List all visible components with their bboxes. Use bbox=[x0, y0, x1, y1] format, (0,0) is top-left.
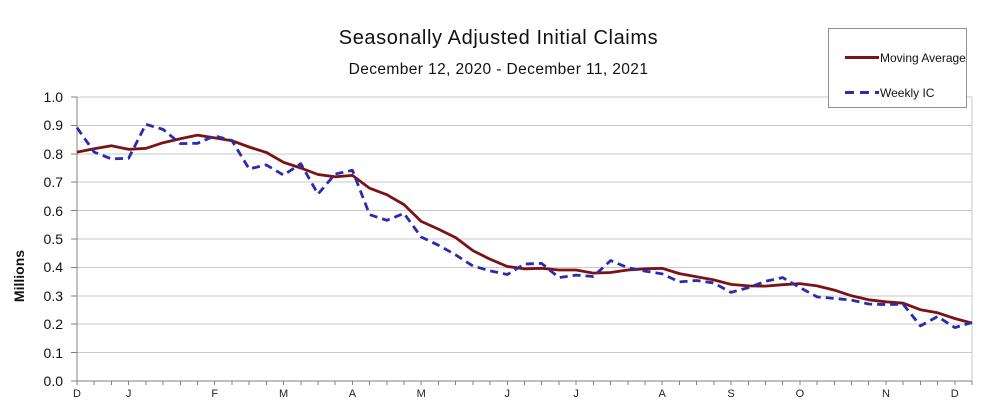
y-tick-label: 0.2 bbox=[43, 316, 63, 333]
x-tick-label: A bbox=[348, 388, 357, 400]
x-tick-label: J bbox=[125, 388, 132, 400]
x-tick-label: D bbox=[950, 388, 959, 400]
x-tick-label: A bbox=[658, 388, 666, 400]
x-tick-label: J bbox=[573, 388, 579, 400]
y-tick-label: 0.5 bbox=[43, 231, 63, 247]
chart-subtitle: December 12, 2020 - December 11, 2021 bbox=[348, 61, 649, 78]
y-tick-label: 0.1 bbox=[43, 344, 63, 361]
moving-average-line-swatch bbox=[845, 56, 879, 59]
y-tick-label: 0.3 bbox=[43, 287, 63, 304]
x-tick-label: M bbox=[278, 388, 289, 400]
x-tick-label: J bbox=[504, 388, 511, 400]
x-tick-label: N bbox=[881, 388, 890, 400]
y-tick-label: 0.7 bbox=[43, 174, 63, 191]
y-tick-label: 0.8 bbox=[43, 145, 63, 162]
x-tick-label: O bbox=[795, 388, 805, 400]
legend-label-weekly-ic: Weekly IC bbox=[880, 85, 935, 100]
y-tick-label: 0.0 bbox=[43, 373, 63, 389]
legend: Moving Average Weekly IC bbox=[828, 28, 967, 108]
series-line-weekly-ic bbox=[75, 122, 973, 330]
x-tick-label: M bbox=[416, 388, 426, 400]
legend-item-weekly-ic: Weekly IC bbox=[845, 85, 966, 100]
y-tick-label: 0.9 bbox=[43, 117, 63, 134]
x-tick-label: F bbox=[211, 388, 219, 400]
y-tick-label: 1.0 bbox=[43, 89, 63, 105]
x-tick-label: S bbox=[727, 388, 735, 400]
y-tick-label: 0.6 bbox=[43, 202, 63, 219]
y-tick-label: 0.4 bbox=[43, 259, 63, 276]
x-tick-label: D bbox=[73, 388, 81, 400]
legend-label-moving-average: Moving Average bbox=[880, 50, 966, 65]
legend-item-moving-average: Moving Average bbox=[845, 50, 966, 65]
weekly-ic-line-swatch bbox=[845, 91, 879, 94]
series-line-moving-average bbox=[76, 133, 973, 325]
chart-title: Seasonally Adjusted Initial Claims bbox=[338, 27, 659, 49]
